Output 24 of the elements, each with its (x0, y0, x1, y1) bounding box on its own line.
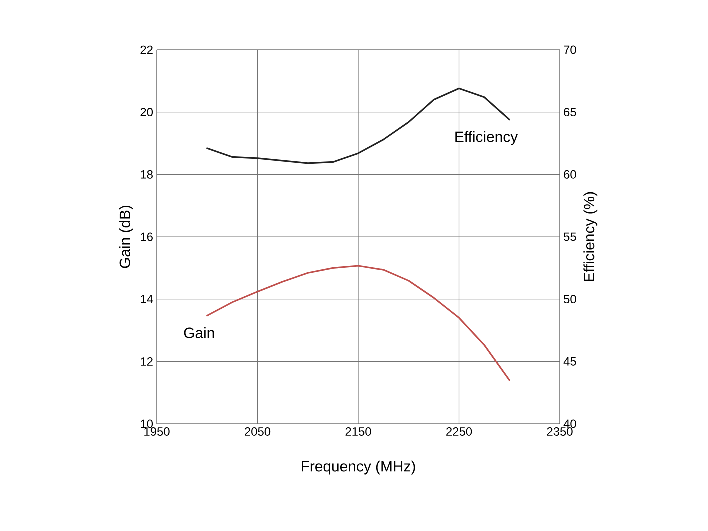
y2-tick-label: 55 (564, 232, 576, 242)
y-tick-label: 14 (141, 295, 154, 304)
x-tick-label: 2050 (245, 428, 271, 436)
y2-tick-label: 50 (564, 295, 576, 304)
y-tick-label: 20 (140, 108, 154, 117)
y-tick-label: 12 (141, 357, 153, 366)
series-label: Gain (184, 327, 214, 338)
x-tick-label: 2250 (446, 428, 472, 436)
x-tick-label: 2150 (346, 428, 372, 436)
y2-tick-label: 45 (564, 358, 576, 366)
y2-tick-label: 70 (564, 46, 576, 54)
x-tick-label: 1950 (144, 428, 170, 436)
y2-axis-title: Efficiency (%) (584, 192, 598, 282)
y-tick-label: 10 (141, 420, 154, 428)
y-tick-label: 16 (141, 232, 153, 242)
y2-tick-label: 40 (564, 420, 576, 428)
x-tick-label: 2350 (547, 428, 573, 436)
y2-tick-label: 60 (564, 170, 576, 179)
y-axis-title: Gain (dB) (119, 206, 134, 268)
y-tick-label: 18 (141, 170, 153, 179)
x-axis-title: Frequency (MHz) (302, 460, 416, 475)
series-label: Efficiency (456, 131, 518, 146)
y2-tick-label: 65 (564, 108, 576, 117)
y-tick-label: 22 (140, 46, 153, 54)
